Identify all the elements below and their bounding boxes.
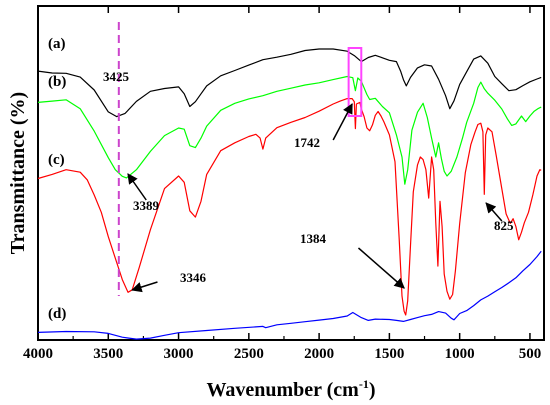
series-line-c [37, 98, 542, 316]
x-tick-label: 2500 [234, 346, 264, 362]
annotation-1742: 1742 [294, 135, 320, 150]
series-line-b [37, 75, 542, 185]
arrow-3389 [127, 173, 147, 201]
arrow-1742 [332, 103, 353, 141]
arrow-1384 [357, 247, 405, 289]
x-tick-label: 500 [519, 346, 542, 362]
series-label-c: (c) [48, 152, 65, 168]
x-axis-ticks: 4000 3500 3000 2500 2000 1500 1000 500 [23, 6, 541, 362]
series-label-a: (a) [48, 36, 66, 52]
annotation-3389: 3389 [133, 198, 160, 213]
highlight-box-1742 [347, 47, 363, 117]
arrow-825 [485, 202, 503, 222]
x-tick-label: 4000 [23, 346, 53, 362]
series-label-b: (b) [48, 74, 66, 90]
annotation-825: 825 [494, 218, 514, 233]
series-label-d: (d) [48, 306, 66, 322]
series-line-a [37, 48, 542, 118]
annotations-layer [117, 22, 503, 296]
x-tick-label: 3500 [93, 346, 123, 362]
annotation-3425: 3425 [103, 69, 130, 84]
series-lines [37, 48, 542, 340]
arrow-3346 [131, 281, 158, 293]
series-line-d [37, 250, 542, 340]
plot-frame [37, 5, 545, 341]
x-tick-label: 3000 [164, 346, 194, 362]
y-axis-title: Transmittance (%) [7, 92, 29, 254]
x-tick-label: 2000 [304, 346, 334, 362]
x-axis-title: Wavenumber (cm-1) [206, 377, 375, 401]
annotation-1384: 1384 [300, 231, 327, 246]
x-tick-label: 1500 [374, 346, 404, 362]
annotation-3346: 3346 [180, 270, 207, 285]
x-tick-label: 1000 [445, 346, 475, 362]
